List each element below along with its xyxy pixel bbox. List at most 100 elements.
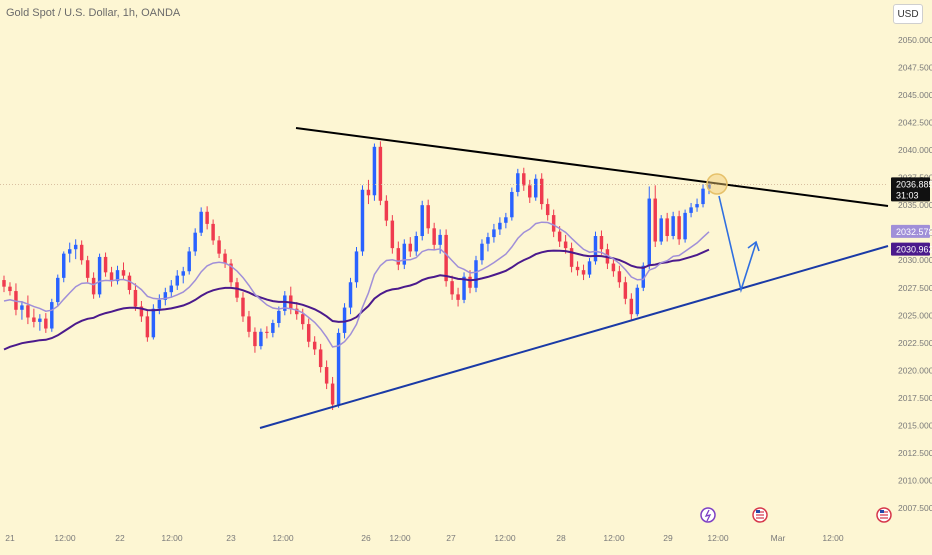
candle: [528, 179, 532, 203]
candle: [480, 239, 484, 265]
candle-body: [516, 173, 520, 192]
candle-body: [85, 260, 90, 278]
candle: [330, 376, 335, 410]
candle-body: [14, 291, 18, 310]
candle-body: [438, 234, 442, 245]
ema-slow-value: 2030.962: [896, 245, 932, 255]
ema-fast-line: [3, 221, 710, 348]
candle: [671, 211, 675, 240]
candle: [133, 283, 138, 311]
candle-body: [593, 236, 598, 262]
candle-body: [163, 292, 168, 300]
candle-body: [67, 249, 72, 254]
lightning-bolt: [704, 509, 712, 522]
candle-body: [402, 243, 407, 265]
support-trendline: [259, 245, 889, 429]
candle: [324, 360, 329, 390]
candle: [20, 300, 24, 320]
candle-body: [247, 316, 251, 332]
candle-body: [510, 191, 514, 218]
candle: [26, 295, 30, 325]
candle-body: [498, 222, 502, 230]
candle-body: [223, 253, 227, 264]
ema-fast-value: 2032.578: [896, 227, 932, 237]
candle-body: [599, 236, 604, 250]
candle: [474, 255, 478, 293]
candle-body: [450, 281, 454, 295]
resistance-trendline: [295, 127, 889, 207]
last-price-tag: [891, 177, 930, 202]
time-tick-label: 12:00: [389, 533, 411, 543]
candle-body: [480, 243, 484, 261]
candle: [396, 241, 401, 271]
candle-body: [211, 223, 215, 241]
candle-body: [32, 317, 36, 322]
candle-body: [199, 211, 203, 233]
time-tick-label: 29: [663, 533, 673, 543]
price-tick-label: 2007.500: [898, 503, 932, 513]
candle: [103, 252, 108, 277]
candle-body: [641, 265, 646, 288]
candle-body: [659, 218, 663, 242]
candle-body: [396, 248, 401, 265]
candle-body: [665, 218, 669, 237]
candle-body: [581, 270, 586, 275]
drawings: [0, 127, 889, 429]
time-tick-label: 22: [115, 533, 125, 543]
candle: [593, 231, 598, 265]
price-tick-label: 2045.000: [898, 90, 932, 100]
candle: [56, 274, 60, 307]
candle: [623, 276, 628, 305]
flag-canton: [880, 510, 884, 513]
candle-body: [551, 215, 556, 232]
candle: [683, 209, 687, 243]
candle: [510, 187, 514, 221]
candle-body: [569, 248, 574, 267]
candle-body: [653, 198, 657, 242]
candle-body: [103, 256, 108, 273]
candle: [348, 277, 353, 315]
candle-body: [229, 263, 233, 283]
price-tick-label: 2040.000: [898, 145, 932, 155]
time-tick-label: 23: [226, 533, 236, 543]
candle: [44, 313, 48, 333]
candle: [522, 167, 526, 191]
lightning-icon: [700, 507, 716, 523]
candle-body: [414, 236, 418, 252]
candle: [8, 282, 12, 296]
price-tick-label: 2010.000: [898, 475, 932, 485]
candle-body: [241, 297, 245, 317]
candle-body: [300, 314, 305, 325]
time-tick-label: 21: [5, 533, 15, 543]
last-price-value: 2036.885: [896, 179, 932, 189]
candle-body: [8, 286, 12, 292]
currency-button[interactable]: USD: [893, 4, 923, 24]
candle: [587, 258, 592, 278]
candle-body: [121, 270, 126, 276]
candle: [390, 215, 395, 254]
candle-body: [295, 308, 299, 315]
candle-body: [283, 295, 287, 311]
candle: [557, 226, 562, 248]
candle-body: [456, 294, 460, 300]
candle: [253, 327, 257, 353]
candle-body: [336, 332, 341, 405]
candle-body: [468, 276, 472, 288]
candle: [444, 229, 448, 287]
candle: [384, 195, 389, 227]
moving-averages: [3, 221, 710, 351]
candle-body: [420, 205, 424, 237]
breakout-highlight-circle: [706, 173, 728, 195]
time-tick-label: 12:00: [54, 533, 76, 543]
candle-body: [73, 244, 78, 250]
candle-body: [534, 178, 538, 198]
candle-body: [145, 316, 150, 338]
candle-body: [348, 282, 353, 308]
candle-body: [671, 216, 675, 237]
candle: [115, 265, 120, 285]
candle-body: [426, 205, 430, 229]
time-tick-label: 12:00: [707, 533, 729, 543]
candle: [498, 217, 502, 235]
